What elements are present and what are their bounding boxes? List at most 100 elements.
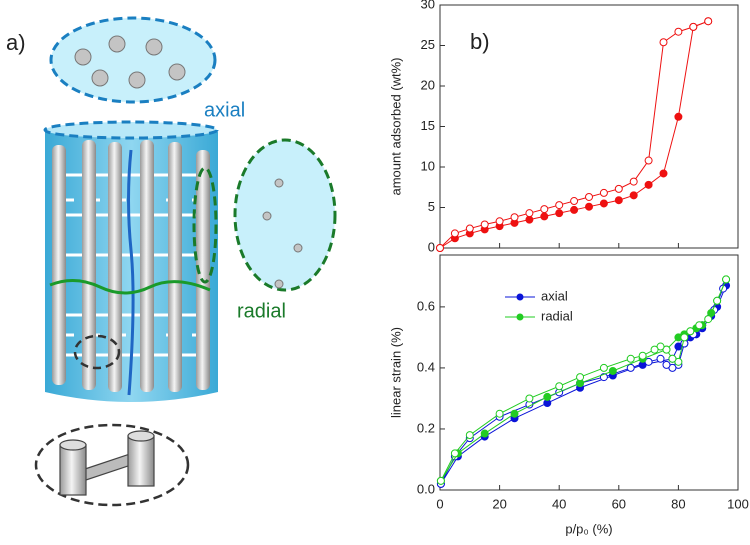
data-point xyxy=(576,373,585,382)
panel-label: a) xyxy=(6,30,26,55)
data-point xyxy=(599,363,608,372)
y-tick-label: 0.6 xyxy=(417,298,435,313)
zoom-section xyxy=(34,423,190,507)
axial-label: axial xyxy=(204,99,245,121)
data-point xyxy=(436,244,444,252)
legend-marker xyxy=(516,313,524,321)
y-tick-label: 25 xyxy=(421,37,435,52)
data-point xyxy=(525,394,534,403)
y-tick-label: 20 xyxy=(421,77,435,92)
y-tick-label: 30 xyxy=(421,0,435,11)
data-point xyxy=(674,27,683,36)
data-point xyxy=(465,224,474,233)
radial-section xyxy=(233,138,337,292)
data-point xyxy=(722,275,731,284)
tubes xyxy=(52,140,210,392)
data-point xyxy=(629,191,638,200)
x-tick-label: 100 xyxy=(727,496,749,511)
data-point xyxy=(599,199,608,208)
data-point xyxy=(650,345,659,354)
y-axis-title: amount adsorbed (wt%) xyxy=(388,57,403,195)
data-point xyxy=(614,184,623,193)
data-point xyxy=(626,363,635,372)
data-point xyxy=(674,112,683,121)
series-line xyxy=(439,20,709,249)
series-line xyxy=(439,20,709,249)
y-tick-label: 5 xyxy=(428,199,435,214)
data-point xyxy=(450,449,459,458)
data-point xyxy=(555,382,564,391)
data-point xyxy=(686,327,695,336)
data-point xyxy=(662,360,671,369)
data-point xyxy=(585,192,593,201)
data-point xyxy=(659,38,668,47)
data-point xyxy=(510,409,519,418)
radial-pores xyxy=(262,178,303,289)
data-point xyxy=(644,180,653,189)
data-point xyxy=(555,209,564,218)
x-tick-label: 40 xyxy=(552,496,566,511)
panel-label: b) xyxy=(470,29,490,54)
axial-line xyxy=(127,149,135,396)
data-point xyxy=(555,201,564,210)
data-point xyxy=(480,429,489,438)
data-point xyxy=(436,476,445,485)
data-point xyxy=(659,169,668,178)
data-point xyxy=(465,431,474,440)
radial-line xyxy=(49,279,211,295)
pore-model xyxy=(59,430,155,496)
data-point xyxy=(570,197,579,206)
zoom-marker xyxy=(73,334,121,370)
series-line xyxy=(440,279,727,482)
cylinder-top xyxy=(43,120,219,140)
x-tick-label: 60 xyxy=(612,496,626,511)
data-point xyxy=(680,333,689,342)
data-point xyxy=(585,202,593,211)
y-tick-label: 0.4 xyxy=(417,359,435,374)
legend-label: radial xyxy=(541,308,573,323)
data-point xyxy=(629,177,638,186)
data-point xyxy=(614,196,623,205)
y-tick-label: 0 xyxy=(428,239,435,254)
data-point xyxy=(540,205,549,214)
data-point xyxy=(695,321,704,330)
data-point xyxy=(510,213,519,222)
data-point xyxy=(480,220,489,229)
axial-section xyxy=(49,16,217,104)
data-point xyxy=(638,351,647,360)
data-point xyxy=(525,215,534,224)
data-point xyxy=(656,354,665,363)
y-tick-label: 0.2 xyxy=(417,420,435,435)
data-point xyxy=(713,296,722,305)
data-point xyxy=(704,17,713,26)
y-tick-label: 0.0 xyxy=(417,481,435,496)
data-point xyxy=(525,209,534,218)
radial-marker xyxy=(192,166,218,284)
data-point xyxy=(608,366,617,375)
legend-label: axial xyxy=(541,288,568,303)
data-point xyxy=(668,354,677,363)
data-point xyxy=(570,205,579,214)
data-point xyxy=(644,156,653,165)
series-line xyxy=(440,279,727,482)
data-point xyxy=(540,212,549,221)
schematic: a) axial radial xyxy=(6,16,337,507)
pores xyxy=(74,35,186,89)
legend-marker xyxy=(516,293,524,301)
data-point xyxy=(450,229,459,238)
data-point xyxy=(626,354,635,363)
data-point xyxy=(543,392,552,401)
data-point xyxy=(495,409,504,418)
y-axis-title: linear strain (%) xyxy=(388,327,403,418)
data-point xyxy=(704,315,713,324)
y-tick-label: 15 xyxy=(421,118,435,133)
y-tick-label: 10 xyxy=(421,158,435,173)
data-point xyxy=(599,188,608,197)
x-tick-label: 80 xyxy=(671,496,685,511)
radial-label: radial xyxy=(237,300,286,322)
x-axis-title: p/p₀ (%) xyxy=(565,521,612,536)
x-tick-label: 20 xyxy=(492,496,506,511)
plot-frame xyxy=(439,254,739,491)
